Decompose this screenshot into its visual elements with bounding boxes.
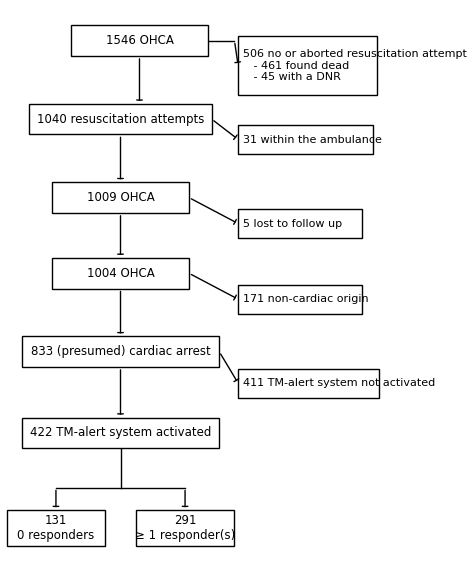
Text: 1546 OHCA: 1546 OHCA bbox=[106, 34, 173, 47]
FancyBboxPatch shape bbox=[22, 336, 219, 367]
Text: 422 TM-alert system activated: 422 TM-alert system activated bbox=[30, 426, 211, 439]
Text: 171 non-cardiac origin: 171 non-cardiac origin bbox=[243, 294, 368, 305]
Text: 291
≥ 1 responder(s): 291 ≥ 1 responder(s) bbox=[135, 514, 235, 542]
Text: 1004 OHCA: 1004 OHCA bbox=[87, 267, 155, 280]
FancyBboxPatch shape bbox=[71, 25, 208, 56]
Text: 833 (presumed) cardiac arrest: 833 (presumed) cardiac arrest bbox=[31, 345, 210, 358]
Text: 31 within the ambulance: 31 within the ambulance bbox=[243, 135, 382, 144]
Text: 1009 OHCA: 1009 OHCA bbox=[87, 191, 155, 204]
FancyBboxPatch shape bbox=[22, 418, 219, 448]
Text: 506 no or aborted resuscitation attempt
   - 461 found dead
   - 45 with a DNR: 506 no or aborted resuscitation attempt … bbox=[243, 49, 467, 83]
FancyBboxPatch shape bbox=[238, 209, 362, 238]
FancyBboxPatch shape bbox=[136, 510, 235, 546]
Text: 5 lost to follow up: 5 lost to follow up bbox=[243, 218, 342, 229]
Text: 411 TM-alert system not activated: 411 TM-alert system not activated bbox=[243, 378, 435, 388]
FancyBboxPatch shape bbox=[238, 285, 362, 314]
FancyBboxPatch shape bbox=[29, 104, 212, 135]
FancyBboxPatch shape bbox=[52, 258, 189, 289]
Text: 1040 resuscitation attempts: 1040 resuscitation attempts bbox=[37, 113, 204, 126]
FancyBboxPatch shape bbox=[238, 36, 377, 95]
FancyBboxPatch shape bbox=[52, 182, 189, 213]
FancyBboxPatch shape bbox=[238, 125, 373, 154]
FancyBboxPatch shape bbox=[7, 510, 105, 546]
Text: 131
0 responders: 131 0 responders bbox=[18, 514, 95, 542]
FancyBboxPatch shape bbox=[238, 368, 379, 398]
